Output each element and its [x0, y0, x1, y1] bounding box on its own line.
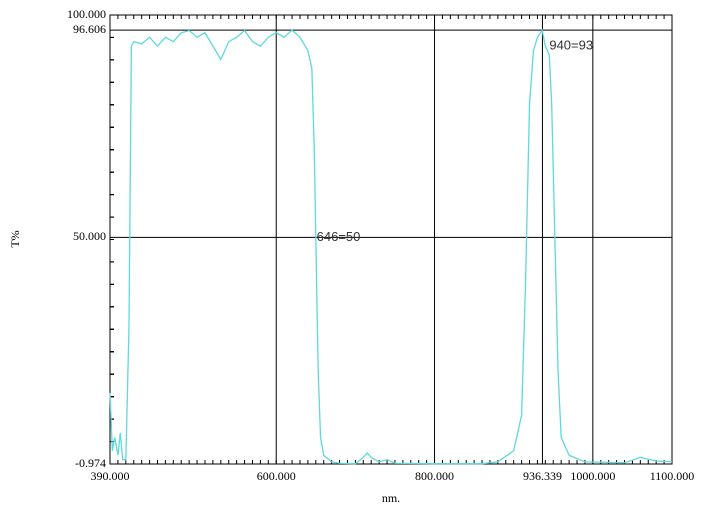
plot-frame	[109, 14, 673, 465]
annotation: 646=50	[317, 229, 361, 244]
y-tick-label: -0.974	[75, 456, 106, 470]
y-tick-label: 96.606	[73, 22, 106, 36]
x-tick-label: 600.000	[257, 469, 296, 483]
annotation: 940=93	[549, 38, 593, 53]
y-tick-label: 50.000	[73, 229, 106, 243]
x-tick-label: 800.000	[415, 469, 454, 483]
x-tick-label: 390.000	[91, 469, 130, 483]
x-tick-label: 1100.000	[650, 469, 695, 483]
y-tick-label: 100.000	[67, 7, 106, 21]
x-axis-label: nm.	[382, 491, 400, 505]
y-axis-label: T%	[8, 230, 22, 247]
x-tick-label: 936.339	[523, 469, 562, 483]
spectrum-line	[109, 28, 673, 465]
x-tick-label: 1000.000	[570, 469, 615, 483]
